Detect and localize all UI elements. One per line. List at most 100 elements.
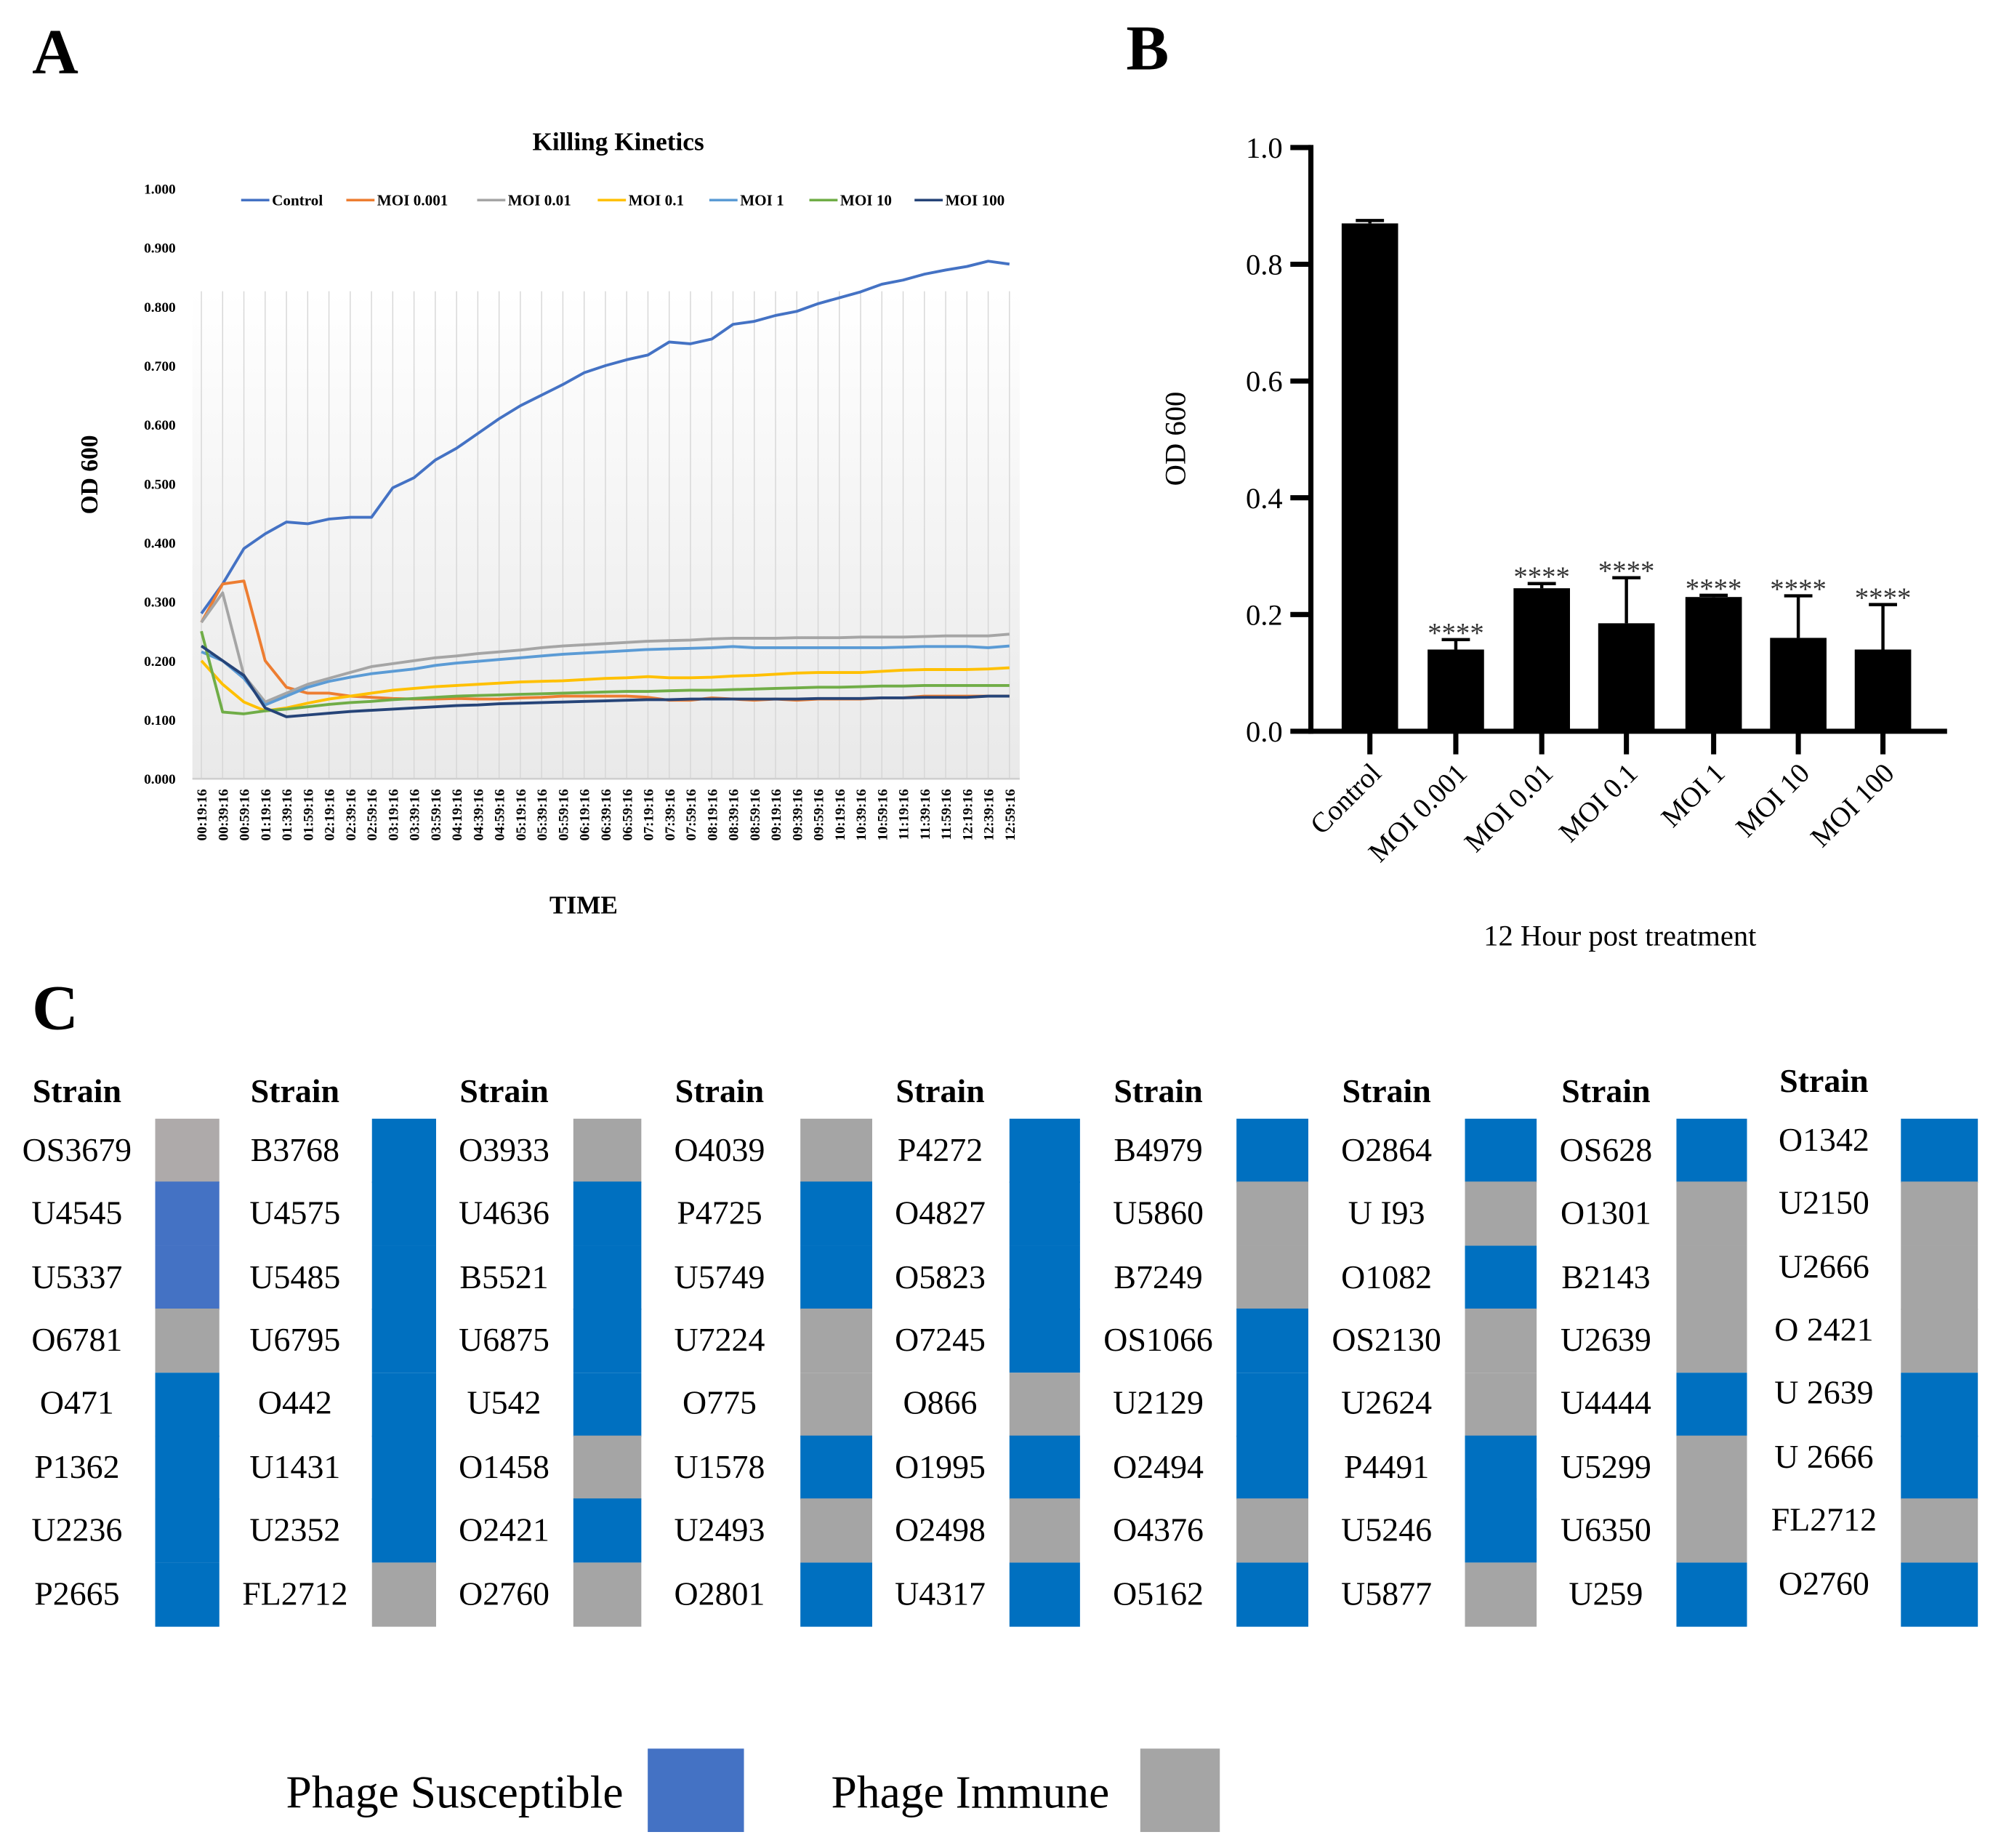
status-cell-immune (1236, 1245, 1308, 1310)
strain-name: U4444 (1560, 1384, 1651, 1422)
od600-bar-chart: Control****MOI 0.001****MOI 0.01****MOI … (1159, 132, 1947, 952)
status-cell-susceptible (1465, 1118, 1537, 1184)
status-cell-susceptible (1009, 1118, 1080, 1184)
status-cell-susceptible (1009, 1245, 1080, 1310)
x-tick-label: MOI 1 (1655, 758, 1731, 833)
status-cell-susceptible (371, 1181, 436, 1247)
strain-name: U4317 (895, 1575, 986, 1612)
strain-name: O1458 (459, 1447, 549, 1485)
y-tick-label: 0.500 (144, 477, 176, 492)
status-cell-susceptible (1236, 1372, 1308, 1437)
strain-name: U2150 (1778, 1184, 1869, 1222)
strain-name: B7249 (1114, 1258, 1203, 1295)
x-tick-label: 11:19:16 (897, 789, 912, 840)
x-tick-label: 02:19:16 (323, 789, 338, 840)
status-cell-susceptible (800, 1181, 872, 1247)
significance-label: **** (1855, 582, 1912, 614)
status-cell-immune (1901, 1309, 1978, 1373)
y-tick-label: 0.800 (144, 300, 176, 316)
legend-label: Phage Susceptible (286, 1766, 624, 1818)
status-cell-susceptible (1465, 1435, 1537, 1500)
x-tick-label: 01:39:16 (280, 789, 295, 840)
strain-name: U4545 (31, 1194, 123, 1232)
strain-column-header: Strain (1342, 1072, 1431, 1110)
strain-name: P4725 (677, 1194, 762, 1232)
status-cell-immune (1676, 1245, 1747, 1310)
series-line-moi-0-1 (200, 659, 1010, 712)
strain-name: U2493 (674, 1511, 765, 1549)
x-tick-label: 09:39:16 (790, 789, 805, 840)
status-cell-susceptible (1236, 1435, 1308, 1500)
status-cell-susceptible (155, 1435, 220, 1500)
legend-label: MOI 1 (740, 191, 784, 209)
x-tick-label: 01:19:16 (259, 789, 274, 840)
strain-column-header: Strain (1114, 1072, 1203, 1110)
x-tick-label: 05:59:16 (556, 789, 571, 840)
y-tick-label: 0.000 (144, 772, 176, 787)
strain-name: FL2712 (242, 1575, 348, 1612)
strain-name: O2421 (459, 1511, 549, 1549)
legend-swatch-susceptible (648, 1748, 744, 1832)
bar (1770, 638, 1827, 731)
strain-name: O2760 (459, 1575, 549, 1612)
chart-title: Killing Kinetics (532, 127, 704, 156)
status-cell-immune (800, 1118, 872, 1184)
strain-name: O866 (903, 1384, 978, 1422)
x-tick-label: 08:39:16 (727, 789, 742, 840)
x-tick-label: 12:39:16 (982, 789, 997, 840)
strain-name: P4272 (897, 1130, 983, 1169)
bar (1598, 623, 1655, 731)
strain-name: P2665 (34, 1575, 120, 1612)
status-cell-immune (155, 1309, 220, 1373)
status-cell-immune (573, 1562, 642, 1627)
series-line-control (200, 260, 1010, 615)
strain-name: U5337 (31, 1258, 123, 1295)
strain-name: FL2712 (1771, 1501, 1877, 1539)
y-tick-label: 0.600 (144, 418, 176, 433)
status-cell-immune (1676, 1498, 1747, 1564)
strain-name: U5299 (1560, 1447, 1651, 1485)
series-line-moi-10 (200, 630, 1010, 715)
strain-name: U5485 (249, 1258, 341, 1295)
strain-name: U2639 (1560, 1321, 1651, 1359)
x-tick-label: 10:19:16 (833, 789, 848, 840)
status-cell-susceptible (155, 1498, 220, 1564)
x-tick-label: 02:39:16 (344, 789, 359, 840)
series-line-moi-0-01 (200, 591, 1010, 704)
x-tick-label: 00:39:16 (216, 789, 231, 840)
x-tick-label: 10:59:16 (875, 789, 890, 840)
status-cell-immune (800, 1372, 872, 1437)
strain-name: O2494 (1113, 1447, 1204, 1485)
x-tick-label: 08:19:16 (705, 789, 720, 840)
panel-label-a: A (32, 15, 78, 87)
legend-label: MOI 0.01 (508, 191, 571, 209)
legend-swatch-immune (1140, 1748, 1220, 1832)
x-tick-label: 00:19:16 (195, 789, 210, 840)
status-cell-immune (1236, 1181, 1308, 1247)
status-cell-susceptible (573, 1372, 642, 1437)
strain-name: O2760 (1778, 1564, 1869, 1602)
status-cell-susceptible (1676, 1372, 1747, 1437)
status-cell-susceptible (1901, 1118, 1978, 1184)
strain-column-header: Strain (459, 1072, 549, 1110)
status-cell-immune (1901, 1498, 1978, 1564)
status-cell-immune (573, 1118, 642, 1184)
status-cell-susceptible (1465, 1245, 1537, 1310)
bar (1341, 223, 1398, 731)
strain-name: O4827 (895, 1194, 986, 1232)
status-cell-immune (1465, 1372, 1537, 1437)
x-tick-label: 11:39:16 (918, 789, 933, 840)
status-cell-susceptible (1901, 1372, 1978, 1437)
strain-column-header: Strain (675, 1072, 765, 1110)
status-cell-susceptible (155, 1245, 220, 1310)
strain-column-header: Strain (1779, 1062, 1869, 1100)
series-line-moi-100 (200, 644, 1010, 718)
status-cell-susceptible (573, 1245, 642, 1310)
strain-name: OS628 (1559, 1130, 1653, 1169)
x-tick-label: 07:19:16 (642, 789, 657, 840)
legend-label: Control (272, 191, 323, 209)
strain-name: U2666 (1778, 1248, 1869, 1285)
status-cell-immune (573, 1435, 642, 1500)
legend-label: MOI 0.1 (629, 191, 684, 209)
